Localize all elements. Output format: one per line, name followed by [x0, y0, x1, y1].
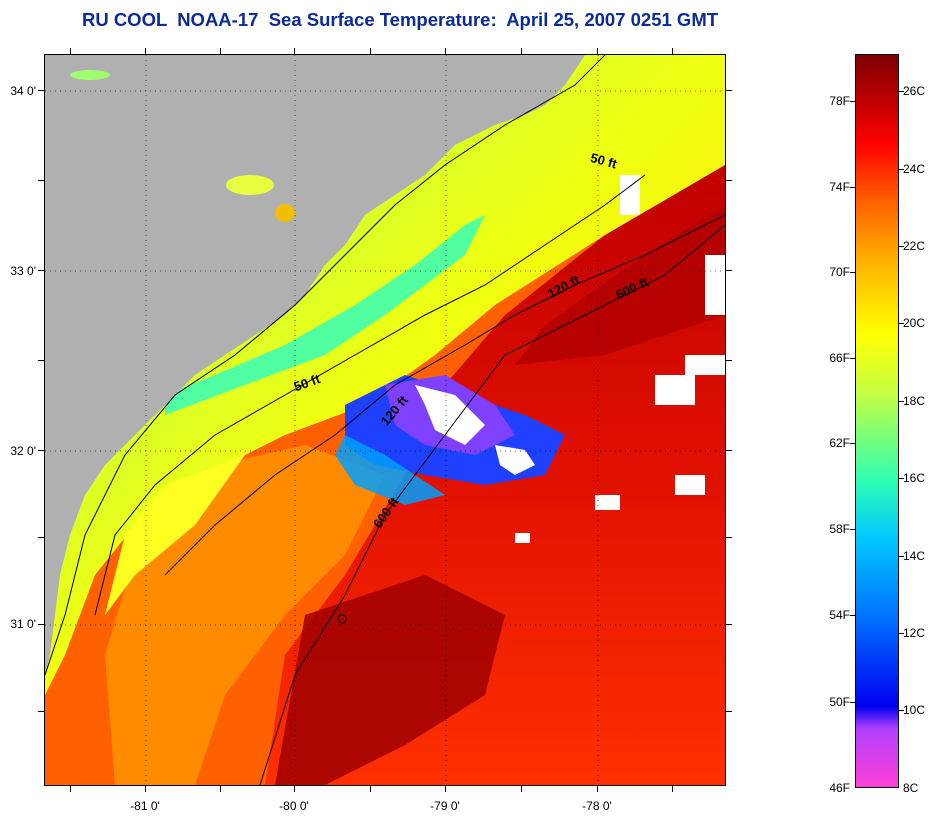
colorbar-c-20: 20C [903, 316, 926, 330]
colorbar-f-50: 50F [829, 695, 850, 709]
lat-label-31: 31 0' [10, 617, 36, 631]
colorbar-f-70: 70F [829, 265, 850, 279]
colorbar-c-18: 18C [903, 394, 926, 408]
colorbar-f-78: 78F [829, 94, 850, 108]
lon-label-81: -81 0' [130, 799, 160, 813]
lon-label-78: -78 0' [582, 799, 612, 813]
lat-label-33: 33 0' [10, 264, 36, 278]
lat-label-34: 34 0' [10, 84, 36, 98]
colorbar-f-58: 58F [829, 522, 850, 536]
colorbar-c-12: 12C [903, 626, 926, 640]
temperature-colorbar [855, 54, 899, 788]
sst-image: 50 ft 120 ft 600 ft 50 ft 120 ft 600 ft [45, 55, 725, 785]
lon-label-80: -80 0' [279, 799, 309, 813]
lon-label-79: -79 0' [430, 799, 460, 813]
colorbar-f-46: 46F [829, 781, 850, 795]
colorbar-c-24: 24C [903, 162, 926, 176]
colorbar-f-54: 54F [829, 608, 850, 622]
colorbar-f-74: 74F [829, 180, 850, 194]
colorbar-f-66: 66F [829, 351, 850, 365]
map-title: RU COOL NOAA-17 Sea Surface Temperature:… [81, 9, 719, 30]
colorbar-c-14: 14C [903, 549, 926, 563]
sst-map[interactable]: 50 ft 120 ft 600 ft 50 ft 120 ft 600 ft [44, 54, 726, 786]
contour-50ft-north: 50 ft [589, 150, 619, 172]
colorbar-c-26: 26C [903, 84, 926, 98]
colorbar-f-62: 62F [829, 436, 850, 450]
lat-label-32: 32 0' [10, 444, 36, 458]
colorbar-c-8: 8C [903, 781, 919, 795]
colorbar-c-16: 16C [903, 471, 926, 485]
colorbar-c-22: 22C [903, 239, 926, 253]
colorbar-c-10: 10C [903, 703, 926, 717]
